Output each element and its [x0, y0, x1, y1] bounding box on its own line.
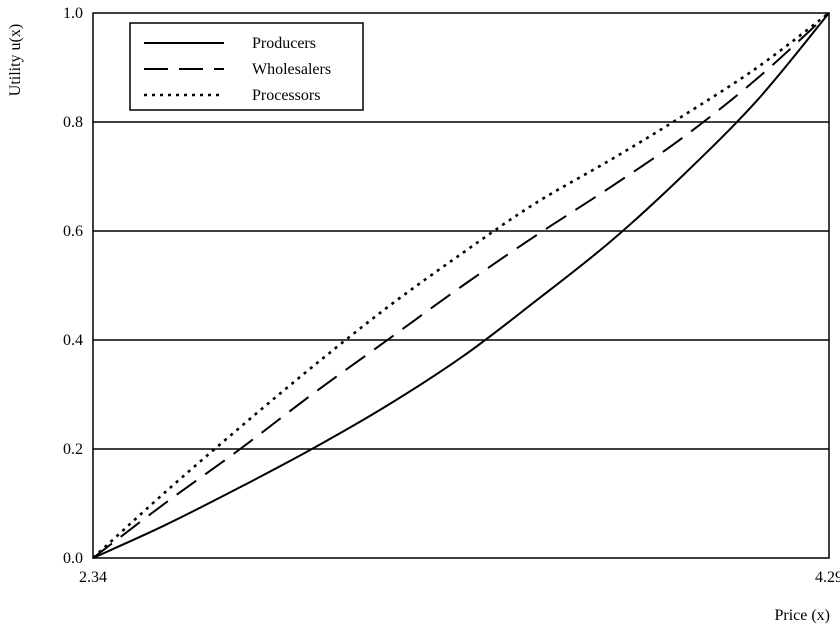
y-tick-label: 0.4	[63, 332, 83, 349]
y-tick-label: 0.8	[63, 114, 83, 131]
series-line-wholesalers	[92, 12, 830, 559]
legend-label-processors: Processors	[252, 87, 320, 104]
legend: Producers Wholesalers Processors	[129, 22, 364, 111]
y-tick-label: 0.6	[63, 223, 83, 240]
y-tick-label: 0.0	[63, 550, 83, 567]
legend-label-wholesalers: Wholesalers	[252, 61, 331, 78]
y-tick-label: 0.2	[63, 441, 83, 458]
gridlines	[93, 121, 829, 450]
y-tick-label: 1.0	[63, 5, 83, 22]
legend-label-producers: Producers	[252, 35, 316, 52]
y-axis-label: Utility u(x)	[7, 24, 24, 96]
y-axis-ticks: 0.0 0.2 0.4 0.6 0.8 1.0	[63, 5, 83, 567]
series-lines	[92, 11, 830, 559]
x-tick-label: 2.34	[79, 569, 107, 586]
series-line-producers	[92, 12, 830, 559]
x-tick-label: 4.29	[815, 569, 840, 586]
x-axis-ticks: 2.34 4.29	[79, 569, 840, 586]
x-axis-label: Price (x)	[774, 607, 830, 624]
plot-frame	[92, 12, 830, 559]
